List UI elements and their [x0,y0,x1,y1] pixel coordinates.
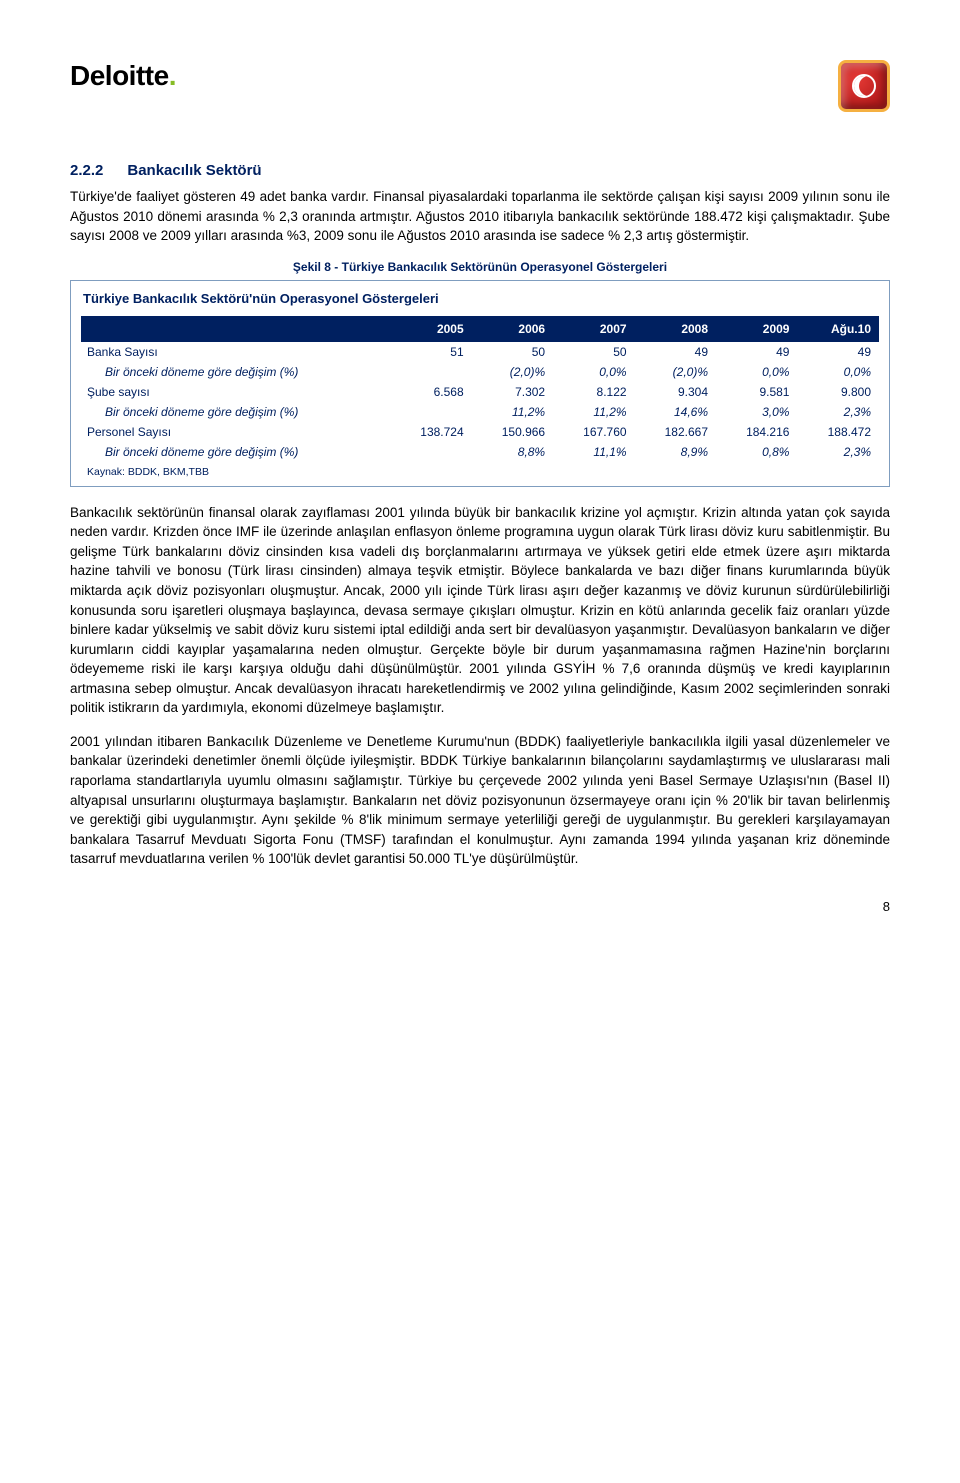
cell: (2,0)% [635,362,716,382]
paragraph-3: 2001 yılından itibaren Bankacılık Düzenl… [70,732,890,869]
cell: 11,2% [472,402,553,422]
row-label: Şube sayısı [81,382,390,402]
row-label: Bir önceki döneme göre değişim (%) [81,402,390,422]
section-heading: 2.2.2 Bankacılık Sektörü [70,162,890,179]
cell [390,442,471,462]
logo: Deloitte. [70,60,176,92]
paragraph-2: Bankacılık sektörünün finansal olarak za… [70,503,890,718]
cell: 7.302 [472,382,553,402]
cell: 2,3% [797,442,879,462]
cell: 0,0% [716,362,797,382]
cell: 3,0% [716,402,797,422]
table-col-2006: 2006 [472,316,553,342]
cell: 49 [716,342,797,362]
cell: 49 [797,342,879,362]
logo-dot: . [169,60,176,91]
logo-text: Deloitte [70,60,169,91]
cell: 14,6% [635,402,716,422]
cell: 0,0% [797,362,879,382]
cell: 50 [553,342,634,362]
table-body: Banka Sayısı 51 50 50 49 49 49 Bir öncek… [81,342,879,462]
table-header-blank [81,316,390,342]
table-col-2007: 2007 [553,316,634,342]
table-row: Banka Sayısı 51 50 50 49 49 49 [81,342,879,362]
cell [390,402,471,422]
row-label: Personel Sayısı [81,422,390,442]
cell: 188.472 [797,422,879,442]
table-col-2005: 2005 [390,316,471,342]
cell: 6.568 [390,382,471,402]
section-title: Bankacılık Sektörü [127,162,261,179]
cell: 11,2% [553,402,634,422]
cell [390,362,471,382]
section-number: 2.2.2 [70,162,103,179]
cell: 150.966 [472,422,553,442]
table-col-2009: 2009 [716,316,797,342]
cell: 0,8% [716,442,797,462]
table-source: Kaynak: BDDK, BKM,TBB [81,462,879,478]
cell: 184.216 [716,422,797,442]
table-row: Personel Sayısı 138.724 150.966 167.760 … [81,422,879,442]
cell: 167.760 [553,422,634,442]
figure-caption: Şekil 8 - Türkiye Bankacılık Sektörünün … [70,260,890,274]
page-number: 8 [70,899,890,914]
cell: 182.667 [635,422,716,442]
cell: 138.724 [390,422,471,442]
table-title: Türkiye Bankacılık Sektörü'nün Operasyon… [81,287,879,316]
table-row: Bir önceki döneme göre değişim (%) 8,8% … [81,442,879,462]
cell: 8,9% [635,442,716,462]
row-label: Bir önceki döneme göre değişim (%) [81,442,390,462]
table-col-2008: 2008 [635,316,716,342]
cell: 0,0% [553,362,634,382]
data-table-container: Türkiye Bankacılık Sektörü'nün Operasyon… [70,280,890,487]
row-label: Banka Sayısı [81,342,390,362]
cell: 49 [635,342,716,362]
cell: 9.304 [635,382,716,402]
cell: 9.800 [797,382,879,402]
cell: 50 [472,342,553,362]
cell: 8,8% [472,442,553,462]
row-label: Bir önceki döneme göre değişim (%) [81,362,390,382]
paragraph-1: Türkiye'de faaliyet gösteren 49 adet ban… [70,187,890,246]
page-header: Deloitte. [70,60,890,112]
table-col-agu10: Ağu.10 [797,316,879,342]
cell: 51 [390,342,471,362]
data-table: 2005 2006 2007 2008 2009 Ağu.10 Banka Sa… [81,316,879,462]
emblem-icon [838,60,890,112]
table-row: Şube sayısı 6.568 7.302 8.122 9.304 9.58… [81,382,879,402]
table-row: Bir önceki döneme göre değişim (%) (2,0)… [81,362,879,382]
cell: 9.581 [716,382,797,402]
cell: (2,0)% [472,362,553,382]
table-header-row: 2005 2006 2007 2008 2009 Ağu.10 [81,316,879,342]
cell: 2,3% [797,402,879,422]
cell: 11,1% [553,442,634,462]
cell: 8.122 [553,382,634,402]
table-row: Bir önceki döneme göre değişim (%) 11,2%… [81,402,879,422]
